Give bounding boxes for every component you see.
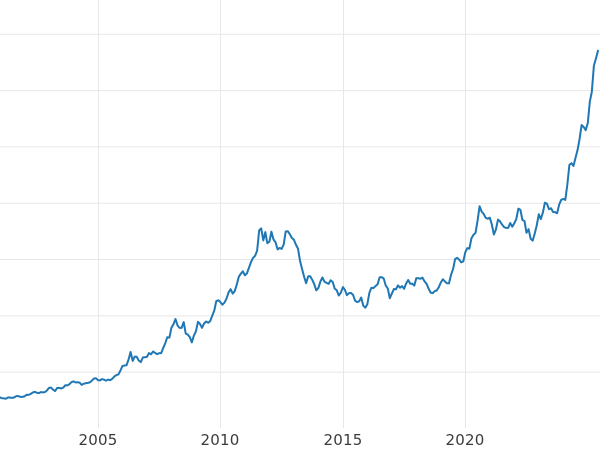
x-tick-label-2010: 2010 — [200, 431, 240, 449]
x-tick-label-2020: 2020 — [445, 431, 485, 449]
price-series-line — [0, 49, 599, 400]
x-tick-label-2005: 2005 — [78, 431, 118, 449]
x-tick-label-2015: 2015 — [323, 431, 363, 449]
